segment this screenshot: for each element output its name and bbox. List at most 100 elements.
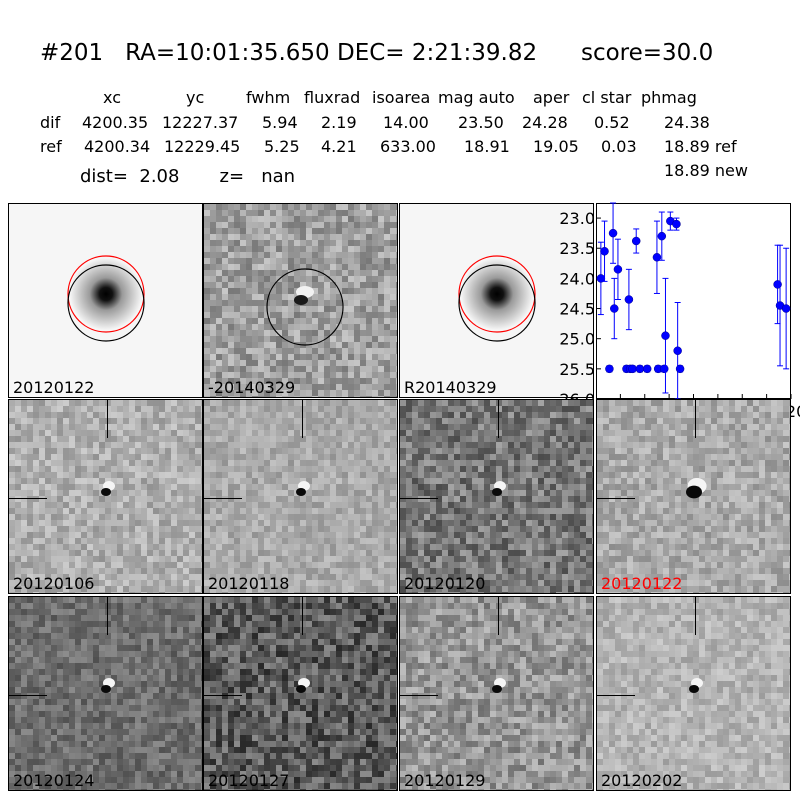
epoch-difference-image	[204, 400, 397, 593]
data-point	[608, 228, 618, 238]
epoch-stamp: 20120124	[8, 596, 203, 791]
dif-mag-auto: 23.50	[458, 113, 504, 132]
data-point	[672, 219, 681, 229]
y-tick-label: 25.5	[559, 360, 595, 379]
epoch-stamp: 20120202	[596, 596, 791, 791]
ref-isoarea: 633.00	[380, 137, 436, 156]
dif-phmag: 24.38	[664, 113, 710, 132]
crosshair-horizontal	[204, 498, 242, 499]
crosshair-vertical	[302, 597, 303, 635]
y-tick-label: 23.5	[559, 239, 595, 258]
difference-image	[204, 204, 397, 397]
stamp-label: 20120106	[13, 574, 95, 593]
data-point	[642, 364, 652, 374]
ref-aper: 19.05	[533, 137, 579, 156]
stamp-reference: 20120122	[8, 203, 203, 398]
data-point	[600, 246, 609, 256]
stamp-label: 20120129	[404, 771, 486, 790]
dif-cl-star: 0.52	[594, 113, 630, 132]
data-point	[624, 295, 634, 304]
data-point	[631, 236, 641, 246]
row-label-ref: ref	[40, 137, 62, 156]
epoch-stamp: 20120118	[203, 399, 398, 594]
epoch-difference-image	[597, 400, 790, 593]
epoch-stamp: 20120129	[399, 596, 594, 791]
stamp-label: 20120124	[13, 771, 95, 790]
col-header-mag-auto: mag auto	[438, 88, 515, 107]
dif-xc: 4200.35	[82, 113, 149, 132]
epoch-stamp: 20120127	[203, 596, 398, 791]
crosshair-vertical	[695, 597, 696, 635]
crosshair-vertical	[498, 400, 499, 438]
y-tick-label: 25.0	[559, 330, 595, 349]
stamp-label: 20120127	[208, 771, 290, 790]
dif-yc: 12227.37	[162, 113, 239, 132]
crosshair-vertical	[695, 400, 696, 438]
epoch-difference-image	[400, 597, 593, 790]
crosshair-horizontal	[597, 695, 635, 696]
ref-xc: 4200.34	[84, 137, 151, 156]
dif-isoarea: 14.00	[383, 113, 429, 132]
col-header-isoarea: isoarea	[372, 88, 431, 107]
data-point	[635, 364, 645, 374]
crosshair-vertical	[107, 597, 108, 635]
col-header-yc: yc	[186, 88, 205, 107]
template-star-image	[458, 255, 536, 342]
stamp-template: R20140329	[399, 203, 594, 398]
data-point	[605, 364, 614, 374]
epoch-stamp: 20120120	[399, 399, 594, 594]
y-tick-label: 24.5	[559, 300, 595, 319]
epoch-difference-image	[9, 400, 202, 593]
col-header-fwhm: fwhm	[246, 88, 291, 107]
phmag-new: 18.89 new	[664, 161, 748, 180]
col-header-xc: xc	[103, 88, 121, 107]
y-tick-label: 23.0	[559, 209, 595, 228]
ref-fwhm: 5.25	[264, 137, 300, 156]
epoch-difference-image	[9, 597, 202, 790]
epoch-stamp: 20120122	[596, 399, 791, 594]
data-point	[613, 265, 623, 274]
stamp-difference: -20140329	[203, 203, 398, 398]
crosshair-horizontal	[400, 498, 438, 499]
data-point	[781, 304, 791, 313]
y-tick-label: 24.0	[559, 269, 595, 288]
crosshair-horizontal	[400, 695, 438, 696]
data-point	[660, 364, 669, 374]
col-header-fluxrad: fluxrad	[304, 88, 361, 107]
crosshair-vertical	[302, 400, 303, 438]
stamp-label: -20140329	[208, 378, 296, 397]
crosshair-horizontal	[9, 695, 47, 696]
crosshair-vertical	[107, 400, 108, 438]
stamp-label: 20120122	[601, 574, 683, 593]
data-point	[675, 364, 685, 374]
ref-yc: 12229.45	[164, 137, 241, 156]
data-point	[657, 231, 667, 241]
row-label-dif: dif	[40, 113, 61, 132]
crosshair-vertical	[498, 597, 499, 635]
data-point	[673, 346, 682, 356]
crosshair-horizontal	[597, 498, 635, 499]
stamp-label: 20120118	[208, 574, 290, 593]
stamp-label: 20120120	[404, 574, 486, 593]
dist-z-line: dist= 2.08 z= nan	[80, 166, 296, 187]
epoch-difference-image	[204, 597, 397, 790]
crosshair-horizontal	[9, 498, 47, 499]
dif-aper: 24.28	[522, 113, 568, 132]
ref-mag-auto: 18.91	[464, 137, 510, 156]
stamp-label: 20120202	[601, 771, 683, 790]
reference-star-image	[67, 255, 145, 342]
epoch-stamp: 20120106	[8, 399, 203, 594]
crosshair-horizontal	[204, 695, 242, 696]
ref-phmag: 18.89 ref	[664, 137, 737, 156]
epoch-difference-image	[400, 400, 593, 593]
ref-fluxrad: 4.21	[321, 137, 357, 156]
stamp-label: R20140329	[404, 378, 497, 397]
data-point	[628, 364, 637, 374]
data-point	[652, 253, 662, 262]
col-header-aper: aper	[533, 88, 570, 107]
col-header-phmag: phmag	[641, 88, 697, 107]
data-point	[610, 304, 619, 313]
epoch-difference-image	[597, 597, 790, 790]
data-point	[661, 331, 670, 340]
ref-cl-star: 0.03	[601, 137, 637, 156]
